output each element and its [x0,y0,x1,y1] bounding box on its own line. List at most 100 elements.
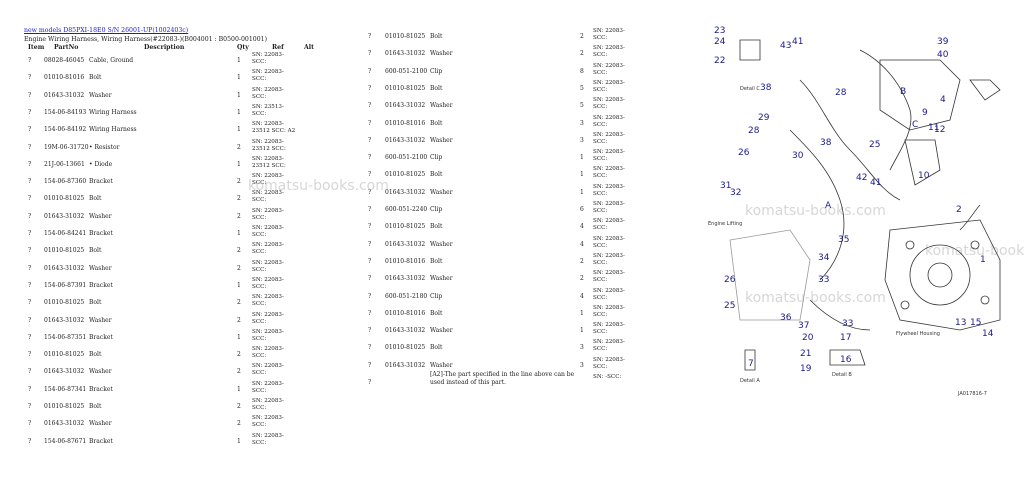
partno-cell[interactable]: 19M-06-31720 [44,143,89,151]
qty-cell: 1 [580,188,584,196]
description-cell: Bolt [430,33,443,40]
table-row: ? 600-051-2100 Clip 8 SN: 22083-SCC: [368,63,625,80]
item-cell: ? [368,50,372,58]
callout-30: 30 [792,151,804,161]
partno-cell[interactable]: 154-06-87391 [44,281,87,289]
partno-cell[interactable]: 01010-81016 [385,309,426,317]
callout-32: 32 [730,188,741,198]
partno-cell[interactable]: 01010-81025 [385,33,426,40]
partno-cell[interactable]: 01643-31032 [385,275,426,283]
description-cell: Washer [89,316,112,324]
item-cell: ? [368,206,372,213]
partno-cell[interactable]: 01643-31032 [44,212,85,220]
partno-cell[interactable]: 154-06-84193 [44,108,87,116]
ref-cell: SN: 22083-SCC: [593,287,625,301]
qty-cell: 2 [580,275,584,283]
table-row: ? 154-06-84192 Wiring Harness 1 SN: 22083-23… [24,121,344,138]
item-cell: ? [368,361,372,369]
description-cell: Bolt [89,247,102,255]
partno-cell[interactable]: 154-06-84192 [44,126,87,134]
partno-cell[interactable]: 01643-31032 [44,91,85,99]
watermark: komatsu-books.com [745,290,886,306]
partno-cell[interactable]: 01643-31032 [385,136,426,144]
col-partno: PartNo [54,44,79,51]
qty-cell: 1 [237,230,241,237]
watermark: komatsu-books.com [745,203,886,219]
partno-cell[interactable]: 154-06-87671 [44,437,87,445]
partno-cell[interactable]: 01010-81025 [44,195,85,203]
table-row: ? 08028-46045 Cable, Ground 1 SN: 22083-SCC: [24,52,344,69]
partno-cell[interactable]: 01010-81025 [385,171,426,179]
description-cell: Washer [430,136,453,144]
model-link[interactable]: new models D85PXI-18E0 S/N 26001-UP(1002… [24,27,189,34]
partno-cell[interactable]: 01643-31032 [385,361,426,369]
partno-cell[interactable]: 01643-31032 [385,240,426,248]
partno-cell[interactable]: 08028-46045 [44,57,85,64]
callout-4: 4 [940,95,946,105]
partno-cell[interactable]: 154-06-84241 [44,230,87,237]
description-cell: Wiring Harness [89,108,137,116]
item-cell: ? [28,264,32,272]
ref-cell: SN: 22083-SCC: [252,207,284,221]
ref-cell: SN: 22083-SCC: [252,225,284,238]
partno-cell[interactable]: 154-06-87351 [44,333,87,341]
ref-cell: SN: 22083-SCC: [593,218,625,232]
item-cell: ? [28,160,32,168]
partno-cell[interactable]: 01010-81025 [385,344,426,352]
partno-cell[interactable]: 01010-81025 [44,351,85,359]
table-row: ? 01643-31032 Washer 3 SN: 22083-SCC: [368,357,625,374]
partno-cell[interactable]: 01643-31032 [44,420,85,428]
partno-cell[interactable]: 600-051-2180 [385,292,428,300]
partno-cell[interactable]: 01643-31032 [385,188,426,196]
ref-cell: SN: 22083-SCC: [593,339,625,353]
partno-cell[interactable]: 01643-31032 [385,50,426,58]
ref-cell: SN: 22083-SCC: [593,235,625,249]
partno-cell[interactable]: 21J-06-13661 [44,160,85,168]
partno-cell[interactable]: 01010-81025 [385,84,426,92]
table-row: ? 01010-81025 Bolt 2 SN: 22083-SCC: [24,398,344,415]
qty-cell: 1 [237,126,241,134]
ref-cell: SN: 22083-SCC: [593,114,625,128]
partno-cell[interactable]: 600-051-2240 [385,206,428,213]
qty-cell: 1 [237,333,241,341]
callout-23: 23 [714,26,725,36]
item-cell: ? [28,351,32,359]
col-item: Item [28,44,45,51]
partno-cell[interactable]: 01010-81016 [385,119,426,127]
partno-cell[interactable]: 01643-31032 [44,264,85,272]
partno-cell[interactable]: 600-051-2100 [385,154,428,162]
watermark: komatsu-books.com [925,243,1024,259]
ref-cell: SN: 23513-SCC: [252,103,284,117]
partno-cell[interactable]: 01010-81025 [385,223,426,231]
table-row: ? 01010-81025 Bolt 1 SN: 22083-SCC: [368,166,625,183]
item-cell: ? [368,344,372,352]
item-cell: ? [368,292,372,300]
partno-cell[interactable]: 01643-31032 [44,368,85,376]
table-row: ? 600-051-2240 Clip 6 SN: 22083-SCC: [368,201,625,218]
partno-cell[interactable]: 01643-31032 [385,327,426,335]
partno-cell[interactable]: 01643-31032 [385,102,426,110]
qty-cell: 3 [580,119,584,127]
item-cell: ? [28,195,32,203]
callout-28: 28 [835,88,847,98]
callout-29: 29 [758,113,770,123]
table-row: ? 01010-81016 Bolt 1 SN: 22083-SCC: [368,305,625,322]
callout-2: 2 [956,205,962,215]
partno-cell[interactable]: 01010-81025 [44,299,85,307]
ref-cell: SN: 22083-SCC: [252,415,284,429]
partno-cell[interactable]: 01010-81016 [44,74,85,82]
qty-cell: 2 [237,212,241,220]
partno-cell[interactable]: 01010-81025 [44,247,85,255]
partno-cell[interactable]: 01010-81025 [44,403,85,410]
callout-24: 24 [714,37,726,47]
partno-cell[interactable]: 154-06-87341 [44,385,87,393]
callout-25: 25 [724,301,735,311]
partno-cell[interactable]: 600-051-2100 [385,67,428,75]
table-row: ? 154-06-87671 Bracket 1 SN: 22083-SCC: [24,433,344,450]
partno-cell[interactable]: 01643-31032 [44,316,85,324]
partno-cell[interactable]: 154-06-87360 [44,178,87,186]
ref-cell: SN: 22083-SCC: [593,270,625,284]
description-cell: Washer [430,361,453,369]
partno-cell[interactable]: 01010-81016 [385,257,426,265]
item-cell: ? [368,119,372,127]
